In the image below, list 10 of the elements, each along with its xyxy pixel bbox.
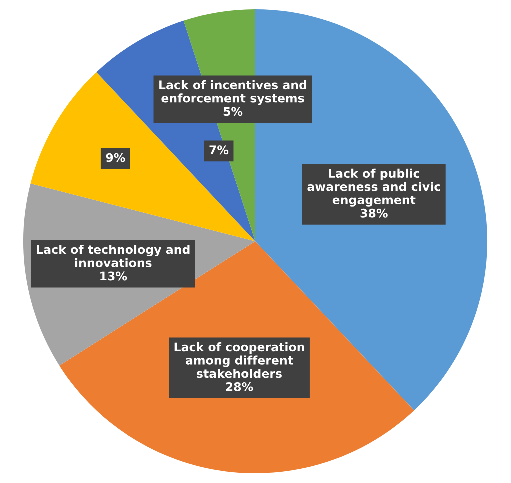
slice-label: Lack of incentives and enforcement systems — [160, 80, 307, 106]
data-label: 9% — [106, 153, 126, 162]
data-label: 5% — [224, 107, 243, 116]
slice-label: Lack of technology and innovations — [37, 245, 190, 268]
data-label: 13% — [100, 272, 128, 281]
data-label: 28% — [226, 382, 254, 392]
data-label: 7% — [210, 146, 229, 155]
data-label: 38% — [360, 208, 388, 218]
slice-label: Lack of cooperation among different stakeholders — [174, 342, 304, 378]
slice-label: Lack of public awareness and civic engagement — [308, 168, 440, 207]
